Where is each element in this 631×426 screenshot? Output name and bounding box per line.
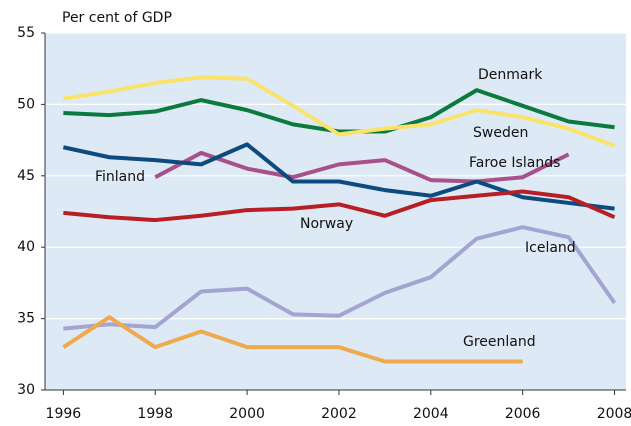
series-label: Finland [95,169,145,185]
series-label: Greenland [463,334,536,350]
series-label: Sweden [473,125,528,141]
series-label: Denmark [478,67,543,83]
y-tick-label: 35 [17,311,35,327]
series-line [63,225,617,331]
y-tick-label: 45 [17,168,35,184]
series-line [154,150,570,184]
y-tick-label: 50 [17,96,35,112]
series-label: Iceland [525,240,576,256]
x-tick-label: 1998 [137,406,173,422]
series-line [63,88,615,134]
plot-area [45,33,626,390]
series-line [62,315,523,364]
y-tick-label: 55 [17,25,35,41]
x-tick-label: 2000 [229,406,265,422]
x-tick-label: 2002 [321,406,357,422]
series-line [63,189,616,223]
x-tick-label: 2008 [597,406,631,422]
y-tick-label: 40 [17,239,35,255]
y-axis-label: Per cent of GDP [62,10,172,26]
series-line [62,142,615,211]
series-label: Faroe Islands [469,155,560,171]
series-line [63,75,616,148]
x-tick-label: 2004 [413,406,449,422]
series-label: Norway [300,216,353,232]
x-tick-label: 2006 [505,406,541,422]
x-tick-label: 1996 [46,406,82,422]
y-tick-label: 30 [17,382,35,398]
